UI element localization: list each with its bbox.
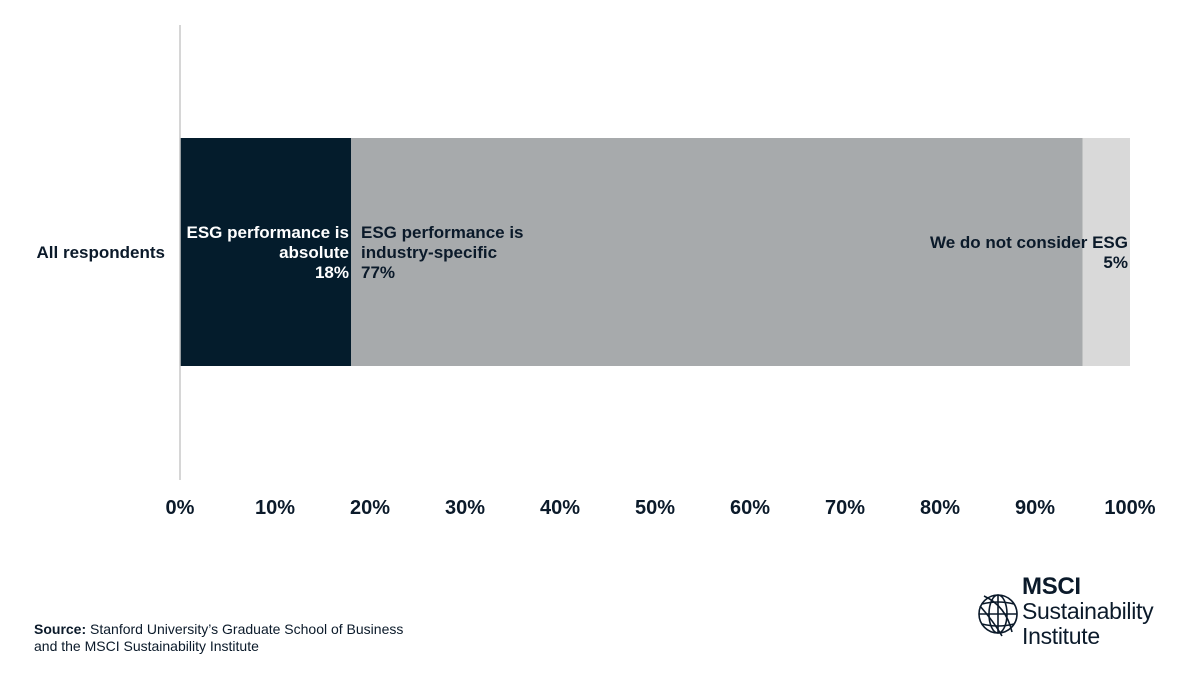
x-tick-label: 90%: [1015, 497, 1055, 519]
x-tick-label: 80%: [920, 497, 960, 519]
bar-segment-3: [1082, 138, 1130, 366]
category-label: All respondents: [37, 243, 165, 262]
bar-labels: ESG performance is absolute 18%ESG perform…: [186, 223, 1128, 282]
logo-line-2: Institute: [1022, 623, 1100, 649]
x-tick-label: 10%: [255, 497, 295, 519]
bar-segment-1: [180, 138, 351, 366]
msci-sustainability-institute-logo: MSCI Sustainability Institute: [976, 574, 1176, 654]
bar-segment-2: [351, 138, 1083, 366]
bars: [180, 138, 1130, 366]
x-tick-label: 40%: [540, 497, 580, 519]
x-tick-label: 0%: [166, 497, 195, 519]
logo-line-1: Sustainability: [1022, 598, 1154, 624]
bar-label-1: ESG performance is absolute 18%: [186, 223, 349, 282]
x-tick-label: 50%: [635, 497, 675, 519]
globe-icon: [978, 594, 1018, 637]
source-text-line-2: and the MSCI Sustainability Institute: [34, 638, 259, 654]
x-tick-label: 70%: [825, 497, 865, 519]
category-labels: All respondents: [37, 243, 165, 262]
bar-label-2: ESG performance is industry-specific 77%: [361, 223, 524, 282]
x-tick-label: 60%: [730, 497, 770, 519]
bar-label-3: We do not consider ESG 5%: [930, 233, 1128, 272]
logo-brand: MSCI: [1022, 573, 1081, 600]
source-label: Source:: [34, 621, 87, 637]
source-note: Source: Stanford University’s Graduate S…: [34, 621, 403, 655]
x-tick-label: 30%: [445, 497, 485, 519]
x-tick-label: 100%: [1104, 497, 1155, 519]
source-text-line-1: Stanford University’s Graduate School of…: [86, 621, 404, 637]
x-tick-label: 20%: [350, 497, 390, 519]
x-tick-labels: 0% 10% 20% 30% 40% 50% 60% 70% 80% 90% 100%: [166, 497, 1156, 519]
